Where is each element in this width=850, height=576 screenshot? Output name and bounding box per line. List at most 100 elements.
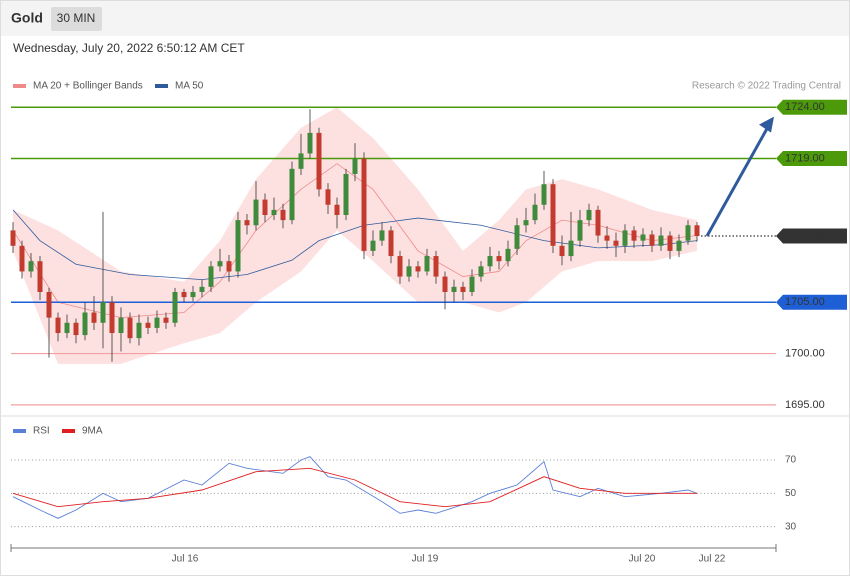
candle-body xyxy=(226,261,232,272)
credit: Research © 2022 Trading Central xyxy=(692,81,841,92)
candle-body xyxy=(370,240,376,251)
candle-body xyxy=(604,235,610,241)
candle-body xyxy=(514,225,520,249)
candle-body xyxy=(10,230,16,246)
indicator-line xyxy=(12,456,698,519)
candle-body xyxy=(541,184,547,205)
candle-body xyxy=(451,286,457,292)
candle-body xyxy=(217,261,223,267)
candle-body xyxy=(595,209,601,236)
candle-body xyxy=(208,266,214,287)
level-label: 1695.00 xyxy=(785,399,825,411)
candle-body xyxy=(631,230,637,241)
candle-body xyxy=(343,173,349,215)
candle-body xyxy=(388,230,394,257)
candle-body xyxy=(523,220,529,226)
candle-body xyxy=(496,256,502,262)
x-tick-label: Jul 19 xyxy=(412,554,439,565)
candle-body xyxy=(352,158,358,174)
candle-body xyxy=(586,209,592,221)
candle-body xyxy=(361,158,367,251)
interval-badge[interactable] xyxy=(51,7,102,31)
symbol: Gold xyxy=(11,10,43,26)
level-label: 1719.00 xyxy=(785,152,825,164)
y-tick-label: 50 xyxy=(785,488,797,499)
indicator-line xyxy=(12,467,697,508)
candle-body xyxy=(163,317,169,323)
candle-body xyxy=(469,276,475,292)
legend-swatch xyxy=(155,84,168,88)
level-label: 1724.00 xyxy=(785,101,825,113)
level-tag xyxy=(776,228,847,244)
candle-body xyxy=(37,261,43,292)
candle-body xyxy=(379,230,385,241)
candle-body xyxy=(577,220,583,241)
candle-body xyxy=(118,317,124,334)
candle-body xyxy=(235,220,241,272)
legend-label: 9MA xyxy=(82,426,103,437)
candle-body xyxy=(271,209,277,215)
legend-swatch xyxy=(13,429,26,433)
candle-body xyxy=(424,256,430,272)
candle-body xyxy=(559,245,565,257)
candle-body xyxy=(109,302,115,334)
candle-body xyxy=(91,312,97,323)
candle-body xyxy=(82,312,88,336)
candle-body xyxy=(676,240,682,251)
candle-body xyxy=(505,248,511,262)
candle-body xyxy=(298,153,304,169)
interval[interactable]: 30 MIN xyxy=(57,11,96,25)
candle-body xyxy=(613,240,619,246)
header-bar xyxy=(1,1,849,36)
legend-label: MA 20 + Bollinger Bands xyxy=(33,81,143,92)
candle-body xyxy=(46,291,52,318)
ma20-line xyxy=(12,163,698,319)
candle-body xyxy=(442,276,448,292)
legend-label: MA 50 xyxy=(175,81,204,92)
candle-body xyxy=(100,302,106,323)
candle-body xyxy=(181,291,187,298)
candle-body xyxy=(154,317,160,328)
candle-body xyxy=(685,225,691,241)
candle-body xyxy=(532,204,538,221)
legend-swatch xyxy=(62,429,75,433)
y-tick-label: 70 xyxy=(785,455,797,466)
candle-body xyxy=(244,220,250,226)
candle-body xyxy=(289,168,295,221)
candle-body xyxy=(460,286,466,292)
candle-body xyxy=(478,266,484,277)
candle-body xyxy=(307,132,313,154)
timestamp: Wednesday, July 20, 2022 6:50:12 AM CET xyxy=(13,41,245,55)
candle-body xyxy=(622,230,628,246)
level-tag xyxy=(776,151,847,167)
candle-body xyxy=(649,234,655,246)
x-tick-label: Jul 22 xyxy=(699,554,726,565)
y-tick-label: 30 xyxy=(785,521,797,532)
candle-body xyxy=(253,199,259,226)
level-label: 1705.00 xyxy=(785,296,825,308)
candle-body xyxy=(568,240,574,257)
candle-body xyxy=(280,209,286,221)
x-tick-label: Jul 16 xyxy=(172,554,199,565)
candle-body xyxy=(667,235,673,251)
level-tag xyxy=(776,294,847,310)
candle-body xyxy=(415,266,421,272)
candle-body xyxy=(334,204,340,215)
candle-body xyxy=(64,322,70,334)
candle-body xyxy=(640,234,646,241)
candle-body xyxy=(136,322,142,339)
candle-body xyxy=(406,266,412,277)
candle-body xyxy=(127,317,133,339)
candle-body xyxy=(73,322,79,336)
legend-label: RSI xyxy=(33,426,50,437)
legend-swatch xyxy=(13,84,26,88)
candle-body xyxy=(694,225,700,237)
level-label: 1700.00 xyxy=(785,347,825,359)
level-tag xyxy=(776,99,847,115)
candle-body xyxy=(433,256,439,277)
candle-body xyxy=(487,256,493,267)
candle-body xyxy=(550,184,556,246)
candle-body xyxy=(316,132,322,190)
x-tick-label: Jul 20 xyxy=(629,554,656,565)
